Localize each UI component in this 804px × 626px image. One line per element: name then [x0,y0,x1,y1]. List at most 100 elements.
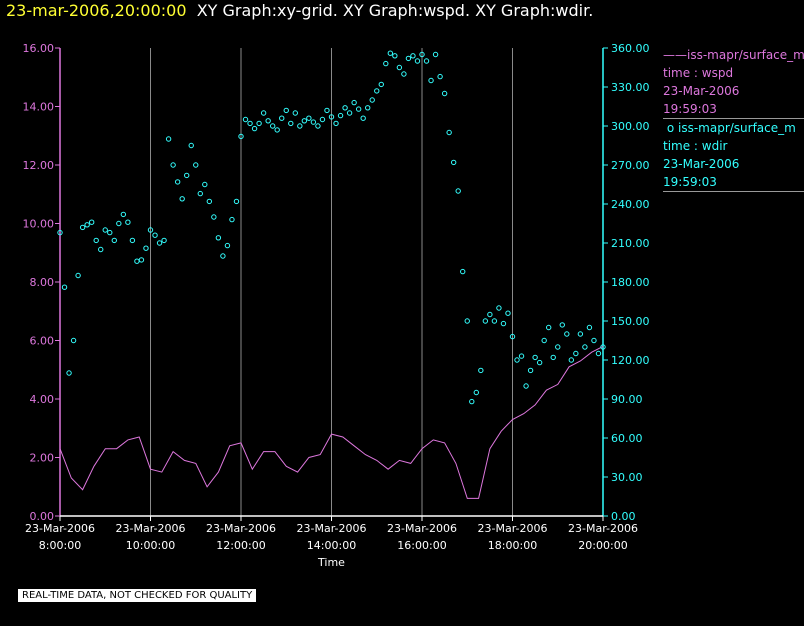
axes [55,47,608,521]
wdir-point [61,284,68,290]
wdir-point [98,246,104,253]
wdir-point [487,311,493,318]
wdir-series [57,50,606,405]
legend-entry-wdir: o iss-mapr/surface_m time : wdir 23-Mar-… [663,119,804,191]
wdir-point [478,367,484,374]
legend-separator [663,118,804,119]
wdir-point [342,105,348,111]
legend-label: time : wdir [663,139,728,153]
wdir-point [156,240,163,246]
y-left-tick-label: 16.00 [23,42,55,55]
wdir-point [505,310,511,316]
wdir-point [310,119,317,125]
title-graphs: XY Graph:xy-grid. XY Graph:wspd. XY Grap… [196,1,594,20]
legend-time: 19:59:03 [663,175,717,189]
wdir-point [586,324,593,331]
wdir-point [197,190,203,197]
legend-circle-icon: o [663,121,678,135]
wdir-point [79,224,86,231]
y-right-tick-label: 300.00 [611,120,650,133]
wdir-point [600,344,606,350]
y-right-tick-label: 150.00 [611,315,650,328]
wdir-point [469,398,475,405]
wdir-point [184,172,190,179]
wdir-point [396,64,403,71]
y-right-tick-label: 120.00 [611,354,650,367]
y-right-tick-label: 240.00 [611,198,650,211]
x-tick-date: 23-Mar-2006 [206,522,276,535]
wdir-point [360,115,366,121]
title-date: 23-mar-2006,20:00:00 [6,1,187,20]
wdir-point [573,350,579,357]
wdir-point [464,318,470,324]
wdir-point [550,354,556,361]
chart-title: 23-mar-2006,20:00:00 XY Graph:xy-grid. X… [6,1,593,20]
y-left-tick-label: 2.00 [30,452,55,465]
y-left-tick-label: 8.00 [30,276,55,289]
y-left-tick-label: 6.00 [30,335,55,348]
wdir-point [70,337,77,344]
wdir-point [75,272,81,279]
x-tick-date: 23-Mar-2006 [116,522,186,535]
wdir-point [536,359,543,366]
wdir-point [238,133,244,140]
wdir-point [170,162,176,168]
wdir-point [387,50,394,56]
wdir-point [514,357,520,363]
wdir-point [161,237,167,244]
x-tick-time: 8:00:00 [39,539,81,552]
wdir-point [500,320,507,327]
legend-date: 23-Mar-2006 [663,84,740,98]
legend-label: time : wspd [663,66,734,80]
wdir-point [179,196,185,202]
wdir-point [319,116,326,123]
wdir-point [405,55,412,62]
y-right-tick-label: 90.00 [611,393,643,406]
legend-time: 19:59:03 [663,102,717,116]
wdir-point [546,324,552,331]
legend-entry-wspd: ——iss-mapr/surface_m time : wspd 23-Mar-… [663,46,804,118]
legend-date: 23-Mar-2006 [663,157,740,171]
wdir-point [491,318,498,324]
wdir-point [333,120,339,127]
wdir-point [595,350,602,357]
wspd-line [59,345,604,499]
wdir-point [193,162,199,168]
wdir-point [265,118,271,124]
wdir-point [577,331,584,337]
y-right-tick-label: 0.00 [611,510,636,523]
wdir-point [423,58,430,64]
wdir-point [107,229,113,236]
wdir-point [428,77,434,84]
wdir-point [220,253,226,259]
y-left-tick-label: 14.00 [23,101,55,114]
wdir-point [269,123,276,129]
y-right-tick-label: 180.00 [611,276,650,289]
y-right-tick-label: 60.00 [611,432,643,445]
wdir-point [432,51,439,58]
legend-source: iss-mapr/surface_m [677,121,796,135]
wdir-point [111,237,118,244]
x-tick-time: 14:00:00 [307,539,356,552]
wdir-point [229,216,235,223]
wdir-point [509,333,516,340]
x-axis-label: Time [317,556,345,569]
x-tick-date: 23-Mar-2006 [478,522,548,535]
wdir-point [518,353,525,359]
y-right-tick-label: 30.00 [611,471,643,484]
wdir-point [446,129,452,136]
x-tick-time: 16:00:00 [397,539,446,552]
wdir-point [315,123,321,129]
y-left-tick-label: 4.00 [30,393,55,406]
wdir-point [165,136,172,142]
legend-separator [663,191,804,192]
wdir-point [496,305,502,311]
wdir-point [134,258,140,264]
wdir-point [129,237,136,244]
quality-disclaimer: REAL-TIME DATA, NOT CHECKED FOR QUALITY [18,589,257,602]
wdir-point [450,159,457,166]
wdir-point [555,344,561,350]
wdir-point [233,198,240,205]
wdir-point [138,257,145,263]
